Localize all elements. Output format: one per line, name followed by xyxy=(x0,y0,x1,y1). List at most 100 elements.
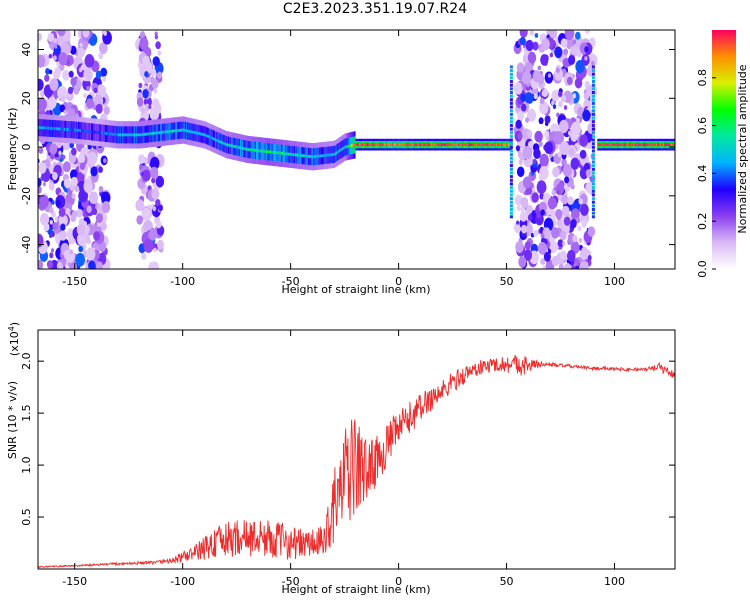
ridge-core xyxy=(425,143,427,147)
noise-cell xyxy=(65,207,70,215)
transition-cell xyxy=(591,80,595,83)
ridge-core xyxy=(138,133,140,137)
transition-cell xyxy=(509,211,513,215)
noise-cell xyxy=(559,141,570,156)
ridge-core xyxy=(84,129,86,133)
noise-cell xyxy=(551,189,556,196)
noise-cell xyxy=(84,54,95,68)
noise-cell xyxy=(584,30,591,34)
noise-cell xyxy=(565,37,574,50)
ridge-core xyxy=(137,133,139,137)
ridge-core xyxy=(261,149,263,153)
noise-cell xyxy=(48,182,55,191)
ridge-core xyxy=(108,132,110,136)
ridge-core xyxy=(318,154,320,158)
ridge-core xyxy=(76,128,79,132)
transition-cell xyxy=(509,109,513,113)
transition-cell xyxy=(509,123,513,127)
ridge-core xyxy=(285,152,287,156)
ridge-core xyxy=(336,151,338,155)
ridge-core xyxy=(180,128,182,132)
noise-cell xyxy=(541,38,550,51)
snr-series-line xyxy=(37,354,676,569)
noise-cell xyxy=(588,53,598,67)
ridge-core xyxy=(165,130,167,134)
noise-cell xyxy=(515,119,522,129)
noise-cell xyxy=(575,60,585,74)
ridge-core xyxy=(371,143,373,147)
ridge-core xyxy=(496,143,499,147)
ridge-core xyxy=(164,130,166,134)
noise-cell xyxy=(40,90,45,98)
ridge-core xyxy=(59,127,61,131)
spectrogram-cells xyxy=(38,30,675,269)
noise-cell xyxy=(51,200,55,205)
ridge-core xyxy=(73,128,75,132)
ridge-core xyxy=(419,143,421,147)
noise-cell xyxy=(574,258,580,266)
ridge-core xyxy=(347,144,350,148)
noise-cell xyxy=(584,46,589,53)
noise-cell xyxy=(563,216,571,226)
noise-cell xyxy=(78,153,86,164)
ridge-core xyxy=(482,143,485,147)
ridge-core xyxy=(326,153,328,157)
ridge-core xyxy=(662,143,664,147)
noise-cell xyxy=(552,166,560,178)
noise-cell xyxy=(139,37,149,51)
transition-cell xyxy=(591,156,595,160)
ridge-core xyxy=(263,149,265,153)
noise-cell xyxy=(53,37,58,44)
noise-cell xyxy=(158,204,164,212)
noise-cell xyxy=(58,207,66,217)
ridge-core xyxy=(435,143,437,147)
colorbar-tick-label: 0.6 xyxy=(696,117,709,135)
transition-cell xyxy=(591,149,595,153)
ridge-core xyxy=(504,143,506,147)
ridge-core xyxy=(667,143,669,147)
ridge-core xyxy=(181,128,183,132)
ridge-core xyxy=(374,143,377,147)
noise-cell xyxy=(518,159,523,166)
ridge-core xyxy=(301,154,303,157)
ridge-core xyxy=(190,130,192,134)
noise-cell xyxy=(139,31,146,39)
noise-cell xyxy=(38,54,46,68)
noise-cell xyxy=(52,222,59,231)
ridge-core xyxy=(427,143,430,147)
ridge-core xyxy=(655,143,657,147)
ridge-core xyxy=(366,143,368,147)
ridge-core xyxy=(214,137,216,141)
noise-cell xyxy=(557,239,564,248)
ridge-core xyxy=(328,153,330,157)
ridge-core xyxy=(306,154,309,158)
transition-cell xyxy=(591,145,595,149)
noise-cell xyxy=(520,93,526,102)
ridge-core xyxy=(305,154,308,158)
ridge-core xyxy=(395,143,397,147)
ridge-core xyxy=(142,133,144,136)
ridge-core xyxy=(195,131,197,135)
noise-cell xyxy=(63,161,71,173)
ridge-core xyxy=(252,148,255,152)
noise-cell xyxy=(144,71,149,78)
noise-cell xyxy=(526,186,533,195)
transition-cell xyxy=(591,189,595,193)
noise-cell xyxy=(562,163,573,178)
ridge-core xyxy=(409,143,411,147)
ridge-core xyxy=(373,143,376,147)
noise-cell xyxy=(516,205,521,212)
ridge-core xyxy=(661,143,663,147)
ridge-core xyxy=(407,143,409,147)
ridge-core xyxy=(48,126,51,130)
ridge-core xyxy=(346,145,349,148)
ridge-core xyxy=(466,143,468,147)
noise-cell xyxy=(153,247,157,253)
ridge-core xyxy=(217,139,219,143)
noise-cell xyxy=(567,249,576,262)
noise-cell xyxy=(93,87,98,94)
ridge-core xyxy=(440,143,442,147)
snr-y-tick-label: 1.5 xyxy=(20,404,33,422)
noise-cell xyxy=(537,65,541,71)
ridge-core xyxy=(49,126,52,130)
